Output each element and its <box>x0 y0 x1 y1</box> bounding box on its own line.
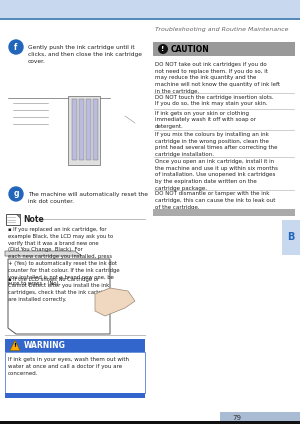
Polygon shape <box>5 251 82 256</box>
Text: DO NOT take out ink cartridges if you do
not need to replace them. If you do so,: DO NOT take out ink cartridges if you do… <box>155 62 280 94</box>
Bar <box>93 99 98 160</box>
Polygon shape <box>95 288 135 316</box>
Text: g: g <box>13 190 19 198</box>
Text: Troubleshooting and Routine Maintenance: Troubleshooting and Routine Maintenance <box>155 28 289 33</box>
Bar <box>153 42 295 56</box>
Text: WARNING: WARNING <box>24 341 66 350</box>
Text: If ink gets on your skin or clothing
immediately wash it off with soap or
deterg: If ink gets on your skin or clothing imm… <box>155 111 256 129</box>
Text: B: B <box>287 232 295 243</box>
Circle shape <box>9 187 23 201</box>
Bar <box>5 352 145 393</box>
Text: !: ! <box>161 46 165 52</box>
Text: If ink gets in your eyes, wash them out with
water at once and call a doctor if : If ink gets in your eyes, wash them out … <box>8 357 129 376</box>
Bar <box>6 214 20 225</box>
Text: DO NOT dismantle or tamper with the ink
cartridge, this can cause the ink to lea: DO NOT dismantle or tamper with the ink … <box>155 192 275 210</box>
Text: !: ! <box>14 343 16 348</box>
Circle shape <box>158 44 168 54</box>
Polygon shape <box>16 214 20 218</box>
Text: ▪ If you replaced an ink cartridge, for
example Black, the LCD may ask you to
ve: ▪ If you replaced an ink cartridge, for … <box>8 227 120 286</box>
Bar <box>79 99 84 160</box>
Text: DO NOT touch the cartridge insertion slots.
If you do so, the ink may stain your: DO NOT touch the cartridge insertion slo… <box>155 95 274 106</box>
Text: ▪ If the LCD shows No Cartridge or
Cannot Detect after you install the ink
cartr: ▪ If the LCD shows No Cartridge or Canno… <box>8 276 115 302</box>
Bar <box>282 220 300 255</box>
Circle shape <box>9 40 23 54</box>
Text: Gently push the ink cartridge until it
clicks, and then close the ink cartridge
: Gently push the ink cartridge until it c… <box>28 45 142 64</box>
Text: If you mix the colours by installing an ink
cartridge in the wrong position, cle: If you mix the colours by installing an … <box>155 132 278 157</box>
Text: Note: Note <box>23 215 44 223</box>
Bar <box>220 412 300 424</box>
Bar <box>5 339 145 352</box>
Text: f: f <box>14 42 18 51</box>
Bar <box>5 88 143 183</box>
Bar <box>0 0 300 18</box>
Text: 79: 79 <box>232 415 242 421</box>
Text: CAUTION: CAUTION <box>171 45 210 53</box>
Bar <box>5 393 145 398</box>
Bar <box>68 96 100 165</box>
Bar <box>0 421 300 424</box>
Text: Once you open an ink cartridge, install it in
the machine and use it up within s: Once you open an ink cartridge, install … <box>155 159 278 191</box>
Bar <box>72 99 77 160</box>
Bar <box>86 99 91 160</box>
Polygon shape <box>10 340 20 351</box>
Bar <box>0 18 300 20</box>
Bar <box>153 209 295 216</box>
Text: The machine will automatically reset the
ink dot counter.: The machine will automatically reset the… <box>28 192 148 204</box>
